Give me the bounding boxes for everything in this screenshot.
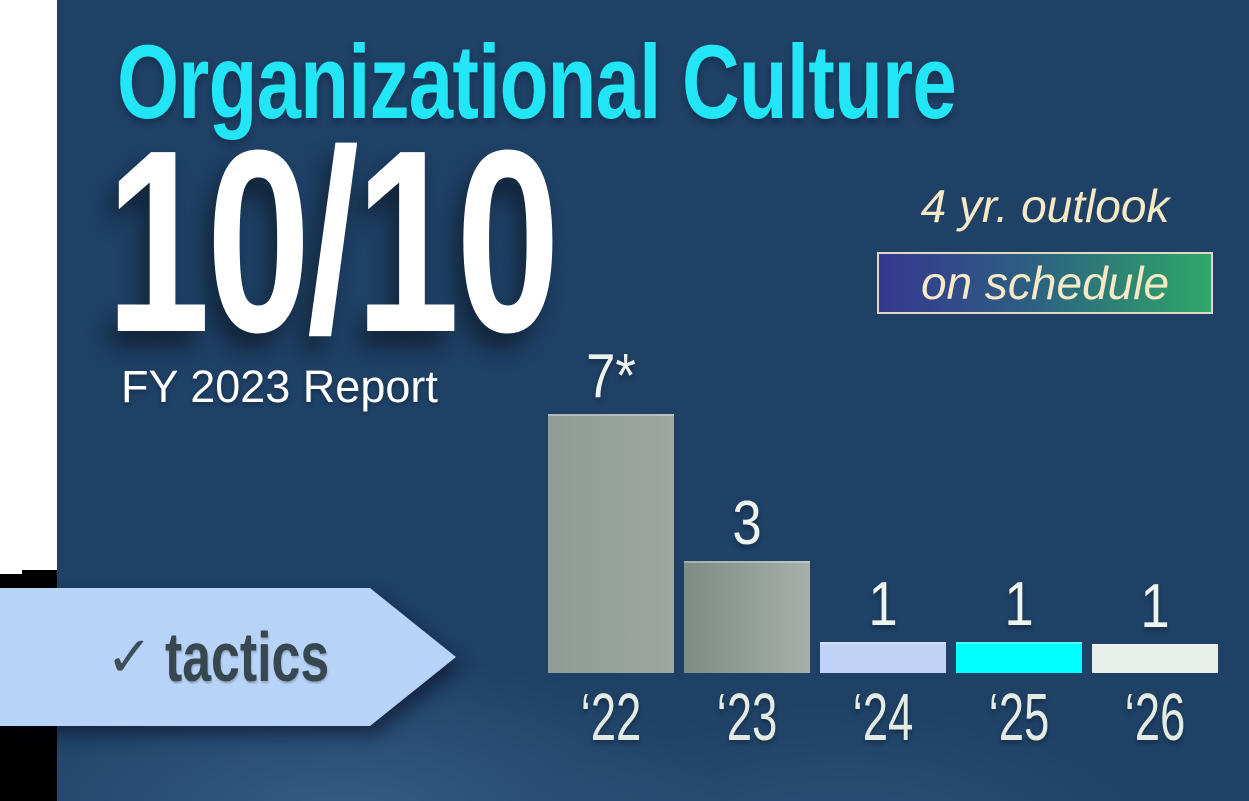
tactics-banner-arrow: ✓ tactics (0, 588, 456, 726)
status-badge-text: on schedule (920, 257, 1170, 309)
left-white-step (0, 570, 22, 574)
page-title: Organizational Culture (117, 24, 957, 141)
tactics-banner-label: tactics (164, 618, 330, 696)
status-badge: on schedule (877, 252, 1213, 314)
tactics-banner-wrap: ✓ tactics (0, 588, 456, 726)
report-subtitle: FY 2023 Report (121, 361, 438, 412)
score-value: 10/10 (106, 97, 560, 387)
checkmark-icon: ✓ (106, 625, 153, 688)
outlook-label: 4 yr. outlook (920, 180, 1170, 232)
